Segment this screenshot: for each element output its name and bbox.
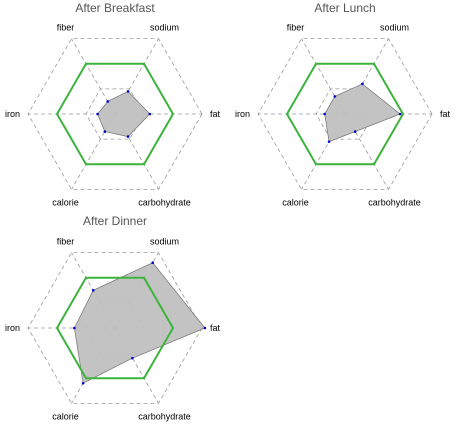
- chart-title: After Dinner: [83, 214, 147, 228]
- data-point: [126, 135, 130, 138]
- data-polygon: [74, 262, 206, 384]
- data-point: [398, 112, 402, 116]
- data-point: [323, 112, 327, 116]
- axis-label-carbohydrate: carbohydrate: [138, 411, 191, 421]
- axis-label-fat: fat: [210, 109, 221, 119]
- axis-label-calorie: calorie: [52, 411, 79, 421]
- data-point: [126, 90, 130, 93]
- data-point: [148, 112, 152, 116]
- chart-after-lunch: After Lunch fat sodium fiber iron calorie car…: [235, 1, 451, 207]
- data-point: [103, 130, 107, 133]
- data-point: [203, 326, 207, 330]
- chart-title: After Lunch: [314, 1, 375, 15]
- axis-label-fiber: fiber: [287, 23, 305, 33]
- axis-label-calorie: calorie: [52, 197, 79, 207]
- axis-label-fiber: fiber: [57, 23, 75, 33]
- data-point: [353, 130, 357, 133]
- data-point: [327, 140, 331, 143]
- reference-hexagon: [55, 62, 175, 166]
- data-point: [333, 95, 337, 98]
- chart-after-dinner: After Dinner fat sodium fiber iron calorie ca…: [5, 214, 221, 421]
- data-point: [131, 356, 134, 360]
- reference-hexagon: [55, 276, 175, 380]
- axis-label-iron: iron: [5, 323, 20, 333]
- data-point: [151, 261, 154, 265]
- data-point: [361, 82, 364, 86]
- data-point: [91, 289, 95, 292]
- data-point: [73, 326, 76, 330]
- axis-label-sodium: sodium: [150, 237, 179, 247]
- axis-label-iron: iron: [235, 109, 250, 119]
- chart-after-breakfast: After Breakfast fat sodium fiber iron calori…: [5, 1, 221, 207]
- chart-title: After Breakfast: [75, 1, 155, 15]
- data-point: [106, 100, 110, 103]
- data-point: [81, 381, 85, 385]
- axis-label-carbohydrate: carbohydrate: [368, 197, 421, 207]
- axis-label-carbohydrate: carbohydrate: [138, 197, 191, 207]
- reference-hexagon: [285, 62, 405, 166]
- axis-label-calorie: calorie: [282, 197, 309, 207]
- axis-label-iron: iron: [5, 109, 20, 119]
- data-polygon: [97, 90, 151, 137]
- axis-label-fat: fat: [440, 109, 451, 119]
- data-polygon: [324, 83, 401, 143]
- axis-label-fiber: fiber: [57, 237, 75, 247]
- axis-label-sodium: sodium: [380, 23, 409, 33]
- data-point: [96, 112, 99, 116]
- axis-label-sodium: sodium: [150, 23, 179, 33]
- axis-label-fat: fat: [210, 323, 221, 333]
